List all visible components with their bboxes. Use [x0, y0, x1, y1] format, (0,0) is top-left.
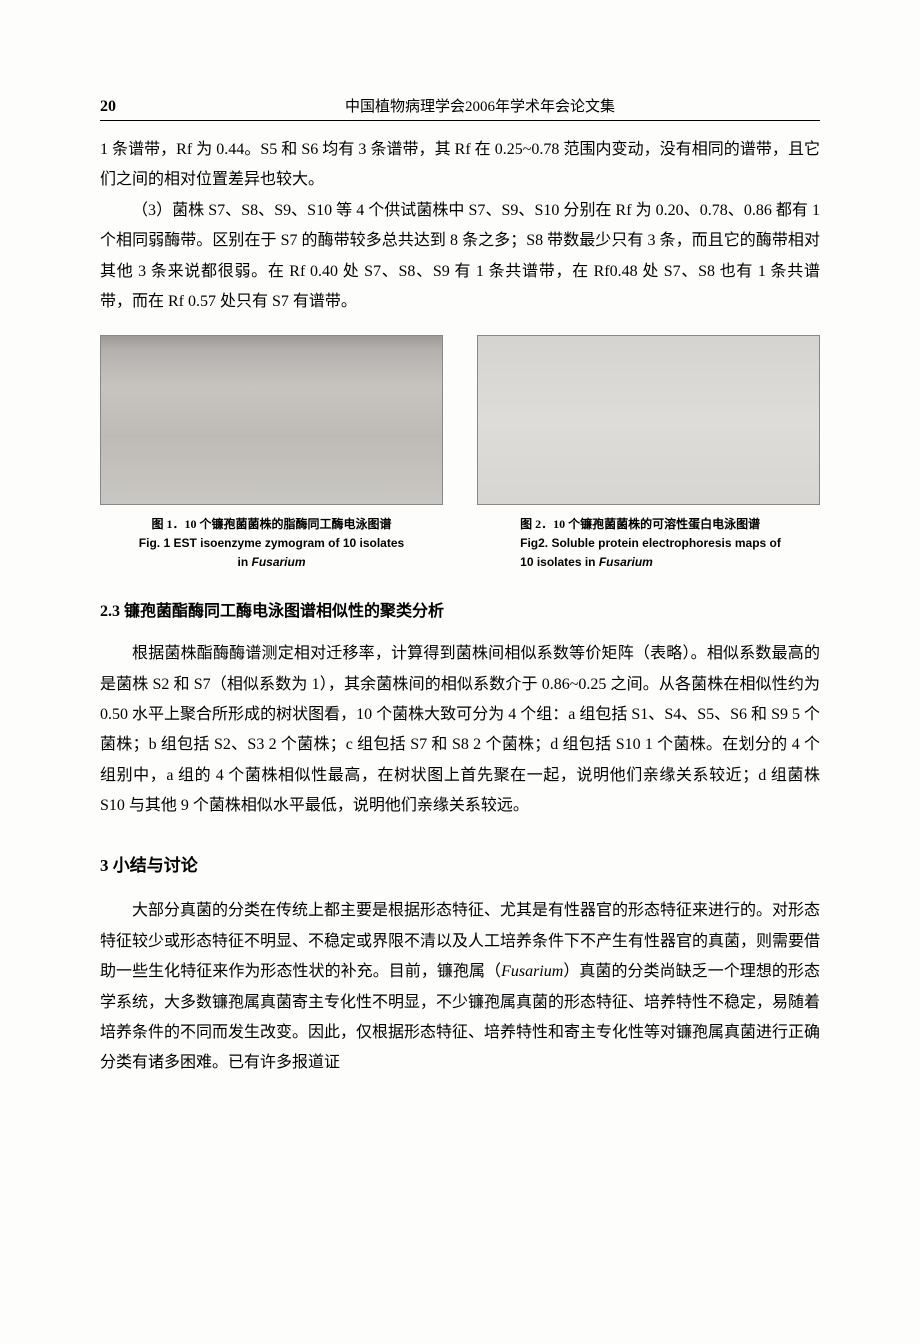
figure-1: 图 1．10 个镰孢菌菌株的脂酶同工酶电泳图谱 Fig. 1 EST isoen…	[100, 335, 443, 571]
section-2-3-heading: 2.3 镰孢菌酯酶同工酶电泳图谱相似性的聚类分析	[100, 597, 820, 621]
figure-1-caption-cn: 图 1．10 个镰孢菌菌株的脂酶同工酶电泳图谱	[151, 517, 391, 531]
section-3-body: 大部分真菌的分类在传统上都主要是根据形态特征、尤其是有性器官的形态特征来进行的。…	[100, 896, 820, 1078]
page: 20 中国植物病理学会2006年学术年会论文集 1 条谱带，Rf 为 0.44。…	[0, 0, 920, 1344]
figure-2-caption-en-line1: Fig2. Soluble protein electrophoresis ma…	[520, 536, 781, 550]
paragraph-continuation: 1 条谱带，Rf 为 0.44。S5 和 S6 均有 3 条谱带，其 Rf 在 …	[100, 135, 820, 196]
figure-2-image	[477, 335, 820, 505]
page-header: 20 中国植物病理学会2006年学术年会论文集	[100, 95, 820, 121]
figure-2: 图 2．10 个镰孢菌菌株的可溶性蛋白电泳图谱 Fig2. Soluble pr…	[477, 335, 820, 571]
figure-1-species: Fusarium	[251, 555, 305, 569]
figure-2-species: Fusarium	[599, 555, 653, 569]
figure-2-caption-en-line2-prefix: 10 isolates in	[520, 555, 599, 569]
section-2-3-body: 根据菌株酯酶酶谱测定相对迁移率，计算得到菌株间相似系数等价矩阵（表略）。相似系数…	[100, 639, 820, 821]
figure-1-caption: 图 1．10 个镰孢菌菌株的脂酶同工酶电泳图谱 Fig. 1 EST isoen…	[139, 515, 404, 571]
figure-2-caption: 图 2．10 个镰孢菌菌株的可溶性蛋白电泳图谱 Fig2. Soluble pr…	[516, 515, 781, 571]
figure-2-caption-cn: 图 2．10 个镰孢菌菌株的可溶性蛋白电泳图谱	[520, 517, 760, 531]
paragraph-item-3: （3）菌株 S7、S8、S9、S10 等 4 个供试菌株中 S7、S9、S10 …	[100, 196, 820, 318]
page-number: 20	[100, 98, 140, 116]
section-3-genus: Fusarium	[501, 963, 563, 980]
figure-1-caption-en-line1: Fig. 1 EST isoenzyme zymogram of 10 isol…	[139, 536, 404, 550]
figures-row: 图 1．10 个镰孢菌菌株的脂酶同工酶电泳图谱 Fig. 1 EST isoen…	[100, 335, 820, 571]
section-3-heading: 3 小结与讨论	[100, 851, 820, 876]
figure-1-image	[100, 335, 443, 505]
figure-1-caption-en-in: in	[237, 555, 251, 569]
running-title: 中国植物病理学会2006年学术年会论文集	[140, 95, 820, 116]
